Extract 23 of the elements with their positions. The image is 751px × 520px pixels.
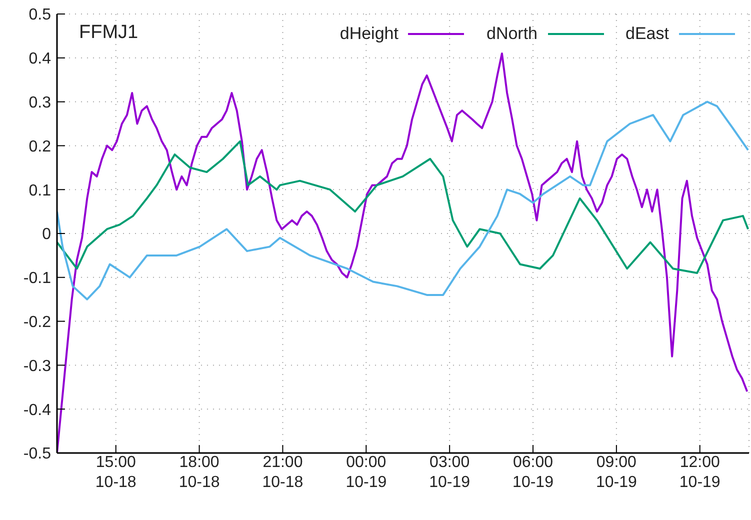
- legend-label: dEast: [626, 24, 669, 44]
- x-tick-label: 09:00 10-19: [596, 454, 638, 491]
- y-tick-label: 0: [42, 226, 52, 244]
- y-tick-label: -0.2: [23, 314, 52, 331]
- x-tick-label: 06:00 10-19: [512, 454, 554, 491]
- y-tick-label: -0.3: [23, 358, 52, 375]
- x-tick-label: 21:00 10-18: [262, 454, 304, 491]
- y-tick-label: -0.4: [23, 402, 52, 419]
- y-tick-label: 0.2: [28, 138, 52, 156]
- y-tick-label: 0.4: [28, 50, 52, 68]
- legend-label: dHeight: [340, 24, 398, 44]
- legend-label: dNorth: [486, 24, 538, 44]
- x-tick-label: 03:00 10-19: [429, 454, 470, 491]
- y-tick-label: -0.5: [23, 446, 52, 463]
- x-tick-label: 15:00 10-18: [95, 454, 136, 491]
- y-tick-label: 0.1: [28, 182, 52, 200]
- chart-title: FFMJ1: [79, 22, 138, 44]
- x-tick-label: 00:00 10-19: [346, 454, 387, 491]
- x-tick-label: 12:00 10-19: [679, 454, 720, 491]
- y-tick-label: 0.3: [28, 94, 52, 112]
- y-tick-label: -0.1: [23, 270, 52, 288]
- y-tick-label: 0.5: [28, 6, 52, 24]
- x-tick-label: 18:00 10-18: [178, 454, 220, 491]
